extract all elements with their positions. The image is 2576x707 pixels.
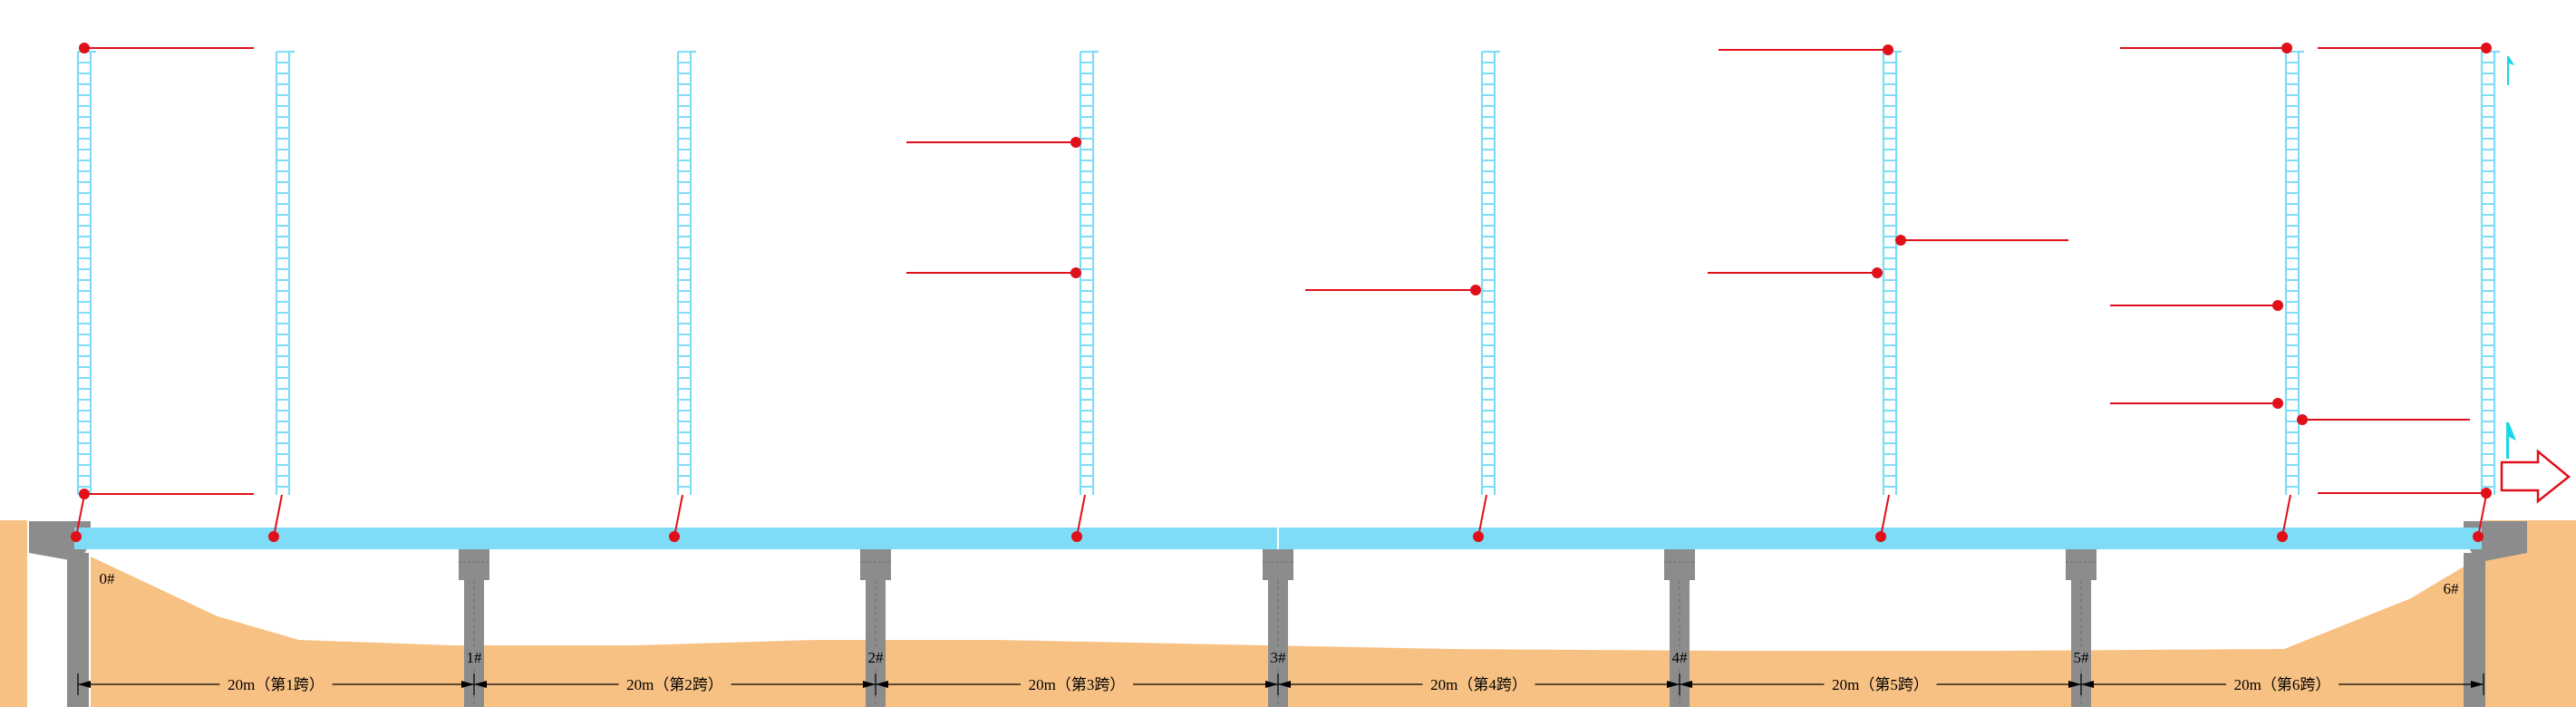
deck-hanger-stub bbox=[273, 494, 283, 538]
cyan-flag-icon bbox=[2506, 422, 2516, 459]
stay-cable-anchor-dot bbox=[79, 43, 90, 53]
stay-cable-anchor-dot bbox=[1883, 44, 1893, 55]
deck-hanger-stub bbox=[75, 494, 85, 538]
cable-tower bbox=[2284, 50, 2304, 495]
span-label: 20m（第3跨） bbox=[1029, 676, 1126, 693]
deck-hanger-stub bbox=[2477, 494, 2487, 538]
deck-hanger-stub bbox=[673, 494, 683, 538]
stay-cable-anchor-dot bbox=[2297, 414, 2308, 425]
pier-label-background bbox=[1268, 649, 1288, 666]
right-arrow-icon bbox=[2500, 449, 2571, 504]
tower-layer bbox=[76, 50, 2500, 495]
deck-anchor-dot bbox=[1875, 531, 1886, 542]
abutment-stem-right bbox=[2464, 553, 2485, 707]
dimension-arrowhead bbox=[1265, 681, 1278, 688]
span-label-background bbox=[1824, 674, 1937, 694]
stay-cable-anchor-dot bbox=[1070, 267, 1081, 278]
dimension-arrowhead bbox=[1680, 681, 1692, 688]
dimension-arrowhead bbox=[2068, 681, 2081, 688]
ground-profile bbox=[0, 520, 2576, 707]
span-label: 20m（第5跨） bbox=[1832, 676, 1929, 693]
deck-anchor-dot bbox=[268, 531, 279, 542]
span-label: 20m（第6跨） bbox=[2234, 676, 2331, 693]
dimension-arrowhead bbox=[2081, 681, 2094, 688]
stay-cable-anchor-dot bbox=[79, 489, 90, 499]
span-label-background bbox=[1422, 674, 1535, 694]
deck-anchor-dot bbox=[2277, 531, 2288, 542]
stay-cable-anchor-dot bbox=[1872, 267, 1883, 278]
pier-label-background bbox=[464, 649, 484, 666]
span-label: 20m（第1跨） bbox=[228, 676, 324, 693]
cable-tower bbox=[76, 50, 96, 495]
pier-label: 1# bbox=[467, 649, 483, 666]
dimension-arrowhead bbox=[863, 681, 876, 688]
span-label: 20m（第2跨） bbox=[626, 676, 723, 693]
pier-label: 6# bbox=[2444, 580, 2460, 597]
stay-cable-anchor-dot bbox=[2272, 300, 2283, 311]
deck-anchor-dot bbox=[1071, 531, 1082, 542]
cable-tower bbox=[1480, 50, 1500, 495]
deck-anchor-dot bbox=[669, 531, 680, 542]
stay-cable-anchor-dot bbox=[2481, 488, 2492, 499]
deck-anchor-dot bbox=[2473, 531, 2484, 542]
deck-hanger-stub bbox=[2281, 494, 2291, 538]
deck-hanger-stub bbox=[1477, 494, 1487, 538]
pier-label: 4# bbox=[1672, 649, 1689, 666]
span-label-background bbox=[1021, 674, 1133, 694]
pier-label-background bbox=[866, 649, 886, 666]
deck-layer bbox=[74, 522, 2482, 549]
dimension-arrowhead bbox=[461, 681, 474, 688]
cable-tower bbox=[2480, 50, 2500, 495]
deck-anchor-dot bbox=[71, 531, 82, 542]
stay-cable-anchor-dot bbox=[1895, 235, 1906, 246]
cable-tower bbox=[275, 50, 295, 495]
deck-hanger-stub bbox=[1076, 494, 1086, 538]
pier-label-background bbox=[2071, 649, 2091, 666]
ground-layer bbox=[0, 520, 2576, 707]
span-label-background bbox=[219, 674, 333, 694]
dimension-arrowhead bbox=[1667, 681, 1680, 688]
label-layer: 20m（第1跨） 20m（第2跨） 20m（第3跨） 20m（第4跨） 20m（第5跨）… bbox=[100, 570, 2460, 694]
pier-label: 0# bbox=[100, 570, 116, 587]
dimension-arrowhead bbox=[474, 681, 487, 688]
pier-label-background bbox=[1670, 649, 1690, 666]
span-label-background bbox=[618, 674, 731, 694]
marker-layer bbox=[2500, 56, 2571, 504]
pier-label: 2# bbox=[868, 649, 885, 666]
pier-label: 5# bbox=[2074, 649, 2090, 666]
dimension-arrowhead bbox=[876, 681, 888, 688]
cyan-flag-icon bbox=[2507, 56, 2514, 85]
pier-label: 3# bbox=[1271, 649, 1287, 666]
span-label-background bbox=[2226, 674, 2339, 694]
cable-tower bbox=[676, 50, 696, 495]
cable-tower bbox=[1079, 50, 1099, 495]
dimension-arrowhead bbox=[2471, 681, 2484, 688]
dimension-arrowhead bbox=[1278, 681, 1291, 688]
dimension-layer bbox=[77, 673, 2484, 695]
stay-cable-anchor-dot bbox=[2281, 43, 2292, 53]
stay-cable-anchor-dot bbox=[1470, 285, 1481, 295]
stay-cable-anchor-dot bbox=[1070, 137, 1081, 148]
cable-layer bbox=[71, 43, 2492, 542]
stay-cable-anchor-dot bbox=[2272, 398, 2283, 409]
deck-hanger-stub bbox=[1880, 494, 1890, 538]
cable-tower bbox=[1882, 50, 1902, 495]
dimension-arrowhead bbox=[78, 681, 91, 688]
stay-cable-anchor-dot bbox=[2481, 43, 2492, 53]
span-label: 20m（第4跨） bbox=[1430, 676, 1527, 693]
deck-anchor-dot bbox=[1473, 531, 1484, 542]
